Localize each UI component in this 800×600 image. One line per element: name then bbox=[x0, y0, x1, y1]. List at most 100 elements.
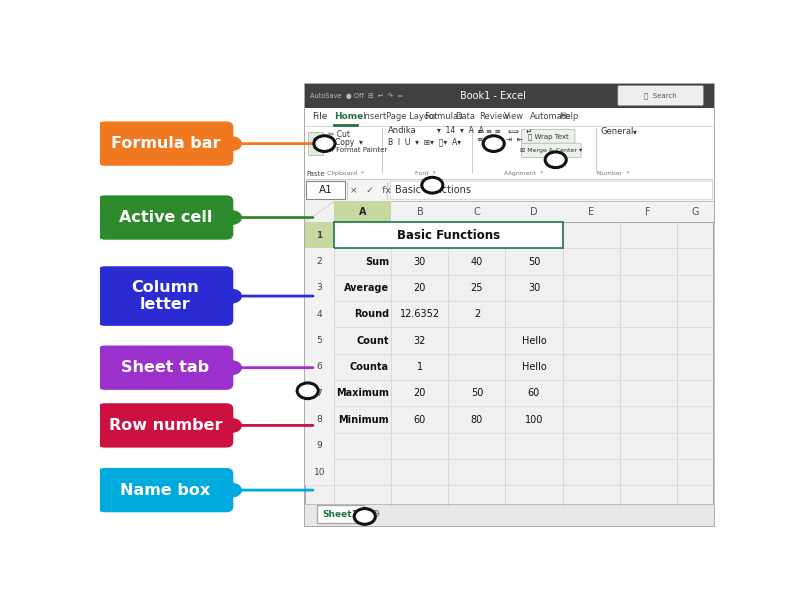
Text: 60: 60 bbox=[414, 415, 426, 425]
Text: B: B bbox=[417, 207, 423, 217]
FancyBboxPatch shape bbox=[306, 181, 345, 199]
FancyBboxPatch shape bbox=[98, 468, 234, 512]
Text: A: A bbox=[359, 207, 366, 217]
FancyBboxPatch shape bbox=[98, 121, 234, 166]
Text: 9: 9 bbox=[317, 442, 322, 451]
FancyBboxPatch shape bbox=[305, 503, 714, 526]
FancyBboxPatch shape bbox=[98, 346, 234, 390]
Circle shape bbox=[422, 178, 443, 193]
Text: 3: 3 bbox=[317, 283, 322, 292]
FancyBboxPatch shape bbox=[305, 202, 714, 222]
Text: ≡ ≡ ≡   ⟺   ↵: ≡ ≡ ≡ ⟺ ↵ bbox=[477, 127, 532, 136]
Text: C: C bbox=[474, 207, 480, 217]
FancyBboxPatch shape bbox=[305, 275, 334, 301]
FancyBboxPatch shape bbox=[305, 107, 714, 126]
FancyBboxPatch shape bbox=[98, 266, 234, 326]
Text: View: View bbox=[504, 112, 524, 121]
Text: Formulas: Formulas bbox=[424, 112, 462, 121]
Text: 50: 50 bbox=[528, 257, 540, 266]
FancyBboxPatch shape bbox=[305, 406, 334, 433]
Text: Number  ᵍ: Number ᵍ bbox=[598, 171, 630, 176]
Text: 30: 30 bbox=[414, 257, 426, 266]
Text: ✎ Format Painter: ✎ Format Painter bbox=[327, 147, 386, 153]
Text: ⊞ Merge & Center ▾: ⊞ Merge & Center ▾ bbox=[520, 148, 582, 153]
Text: 🔍  Search: 🔍 Search bbox=[644, 92, 677, 99]
Text: B  I  U  ▾  ⊞▾  🅐▾  A▾: B I U ▾ ⊞▾ 🅐▾ A▾ bbox=[388, 138, 462, 147]
FancyBboxPatch shape bbox=[390, 181, 712, 199]
FancyBboxPatch shape bbox=[305, 126, 714, 179]
Text: 20: 20 bbox=[414, 283, 426, 293]
Text: D: D bbox=[530, 207, 538, 217]
Text: AutoSave  ● Off  ⊟  ↩  ↷  =: AutoSave ● Off ⊟ ↩ ↷ = bbox=[310, 92, 402, 98]
FancyBboxPatch shape bbox=[305, 222, 334, 248]
Text: ⧉ Copy  ▾: ⧉ Copy ▾ bbox=[327, 138, 362, 147]
FancyBboxPatch shape bbox=[305, 328, 334, 354]
Circle shape bbox=[222, 210, 242, 225]
Text: 50: 50 bbox=[470, 388, 483, 398]
Text: Andika: Andika bbox=[388, 126, 417, 135]
FancyBboxPatch shape bbox=[308, 132, 323, 155]
Circle shape bbox=[222, 418, 242, 433]
Text: 2: 2 bbox=[474, 310, 480, 319]
Text: ×   ✓   fx: × ✓ fx bbox=[350, 186, 390, 195]
Circle shape bbox=[297, 383, 318, 398]
Text: ▾  14  ▾  A  A: ▾ 14 ▾ A A bbox=[437, 126, 483, 135]
Text: Font  ᵍ: Font ᵍ bbox=[415, 171, 436, 176]
Text: ▾: ▾ bbox=[634, 127, 637, 136]
Text: 30: 30 bbox=[528, 283, 540, 293]
Text: Book1 - Excel: Book1 - Excel bbox=[460, 91, 526, 101]
Text: 7: 7 bbox=[317, 389, 322, 398]
Text: E: E bbox=[588, 207, 594, 217]
Text: 2: 2 bbox=[317, 257, 322, 266]
FancyBboxPatch shape bbox=[618, 85, 703, 106]
FancyBboxPatch shape bbox=[522, 143, 581, 157]
FancyBboxPatch shape bbox=[98, 196, 234, 240]
Text: Active cell: Active cell bbox=[118, 210, 212, 225]
Text: 80: 80 bbox=[471, 415, 483, 425]
Text: 4: 4 bbox=[317, 310, 322, 319]
Text: Name box: Name box bbox=[120, 482, 210, 497]
Text: Home: Home bbox=[334, 112, 364, 121]
Text: Clipboard  ᵍ: Clipboard ᵍ bbox=[326, 171, 363, 176]
Text: Column
letter: Column letter bbox=[131, 280, 199, 312]
Text: 10: 10 bbox=[314, 468, 326, 477]
Text: 5: 5 bbox=[317, 336, 322, 345]
Text: Automate: Automate bbox=[530, 112, 571, 121]
Text: 📋: 📋 bbox=[312, 137, 319, 150]
Text: Round: Round bbox=[354, 310, 389, 319]
Text: 32: 32 bbox=[414, 335, 426, 346]
FancyBboxPatch shape bbox=[334, 202, 391, 222]
FancyBboxPatch shape bbox=[305, 354, 334, 380]
Text: Average: Average bbox=[344, 283, 389, 293]
Text: Counta: Counta bbox=[350, 362, 389, 372]
Circle shape bbox=[545, 152, 566, 167]
Text: Count: Count bbox=[357, 335, 389, 346]
Circle shape bbox=[222, 483, 242, 497]
Text: 60: 60 bbox=[528, 388, 540, 398]
Text: F: F bbox=[646, 207, 651, 217]
FancyBboxPatch shape bbox=[305, 83, 714, 107]
Text: Sum: Sum bbox=[365, 257, 389, 266]
FancyBboxPatch shape bbox=[305, 248, 334, 275]
Text: Alignment  ᵍ: Alignment ᵍ bbox=[504, 171, 543, 176]
Circle shape bbox=[483, 136, 504, 151]
Text: Sheet1: Sheet1 bbox=[322, 509, 358, 518]
Text: Minimum: Minimum bbox=[338, 415, 389, 425]
Text: Basic Functions: Basic Functions bbox=[395, 185, 471, 195]
FancyBboxPatch shape bbox=[305, 83, 714, 526]
Text: ⬳ Wrap Text: ⬳ Wrap Text bbox=[528, 133, 569, 140]
Text: Page Layout: Page Layout bbox=[386, 112, 438, 121]
FancyBboxPatch shape bbox=[305, 301, 334, 328]
Text: General: General bbox=[601, 127, 634, 136]
Text: Sheet tab: Sheet tab bbox=[122, 360, 210, 375]
Text: 1: 1 bbox=[316, 231, 322, 240]
Text: Formula bar: Formula bar bbox=[110, 136, 220, 151]
Text: Paste: Paste bbox=[306, 170, 325, 176]
Text: 100: 100 bbox=[525, 415, 543, 425]
FancyBboxPatch shape bbox=[305, 380, 334, 406]
Text: A1: A1 bbox=[319, 185, 333, 195]
Text: 20: 20 bbox=[414, 388, 426, 398]
Circle shape bbox=[354, 509, 375, 524]
Text: G: G bbox=[691, 207, 699, 217]
Circle shape bbox=[222, 360, 242, 375]
